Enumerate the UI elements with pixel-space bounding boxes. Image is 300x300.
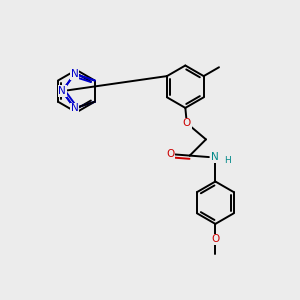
Text: N: N <box>58 86 66 96</box>
Text: O: O <box>211 234 220 244</box>
Text: N: N <box>71 103 79 113</box>
Text: O: O <box>183 118 191 128</box>
Text: H: H <box>224 156 231 165</box>
Text: N: N <box>212 152 219 162</box>
Text: N: N <box>71 69 79 79</box>
Text: O: O <box>167 149 175 159</box>
